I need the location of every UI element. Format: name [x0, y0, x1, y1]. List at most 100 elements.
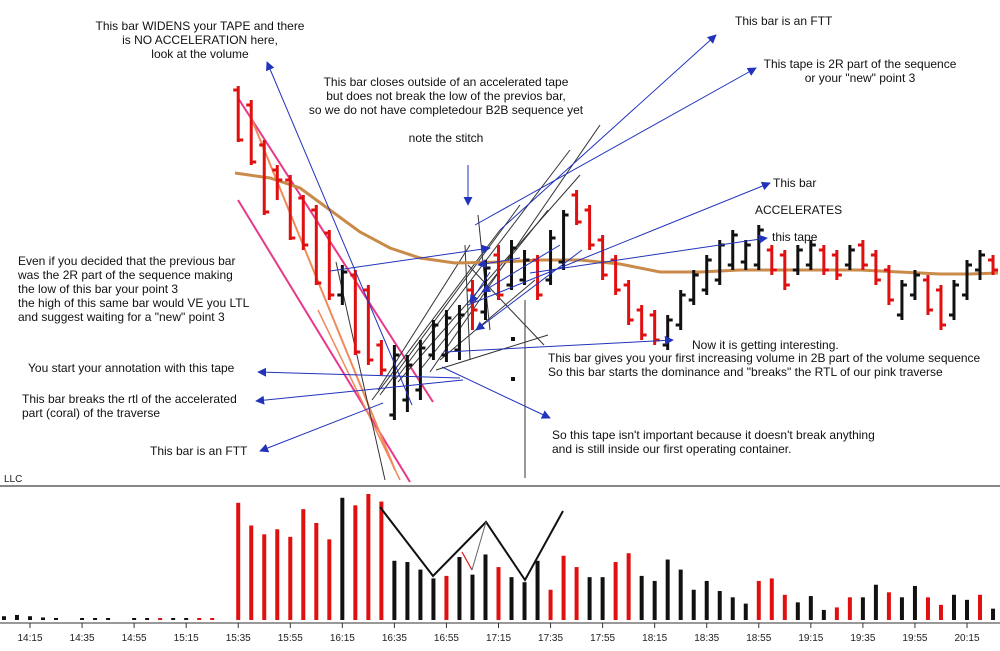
annotation-line: So this tape isn't important because it …	[552, 428, 875, 442]
price-bars	[233, 86, 999, 420]
price-bar	[545, 230, 556, 285]
volume-bar	[912, 585, 917, 620]
annotation-note: this tape	[772, 230, 818, 244]
x-tick-label: 18:15	[642, 633, 667, 644]
volume-bar	[756, 580, 761, 620]
annotation-line: This bar is an FTT	[150, 444, 248, 458]
volume-bar	[860, 597, 865, 620]
price-bar	[285, 175, 296, 240]
price-bar	[792, 245, 803, 275]
volume-bar	[600, 577, 605, 620]
annotation-line: look at the volume	[151, 47, 249, 61]
price-bar	[311, 205, 322, 285]
price-bar	[753, 225, 764, 270]
volume-bar	[275, 529, 280, 620]
volume-zigzag-tick	[471, 521, 487, 571]
annotation-line: or your "new" point 3	[805, 71, 916, 85]
volume-bar	[535, 560, 540, 620]
volume-bar	[665, 559, 670, 620]
volume-bar	[899, 597, 904, 620]
trend-line	[379, 204, 521, 396]
annotation-note: So this tape isn't important because it …	[552, 428, 875, 456]
annotation-note: Even if you decided that the previous ba…	[17, 254, 250, 324]
price-bar	[571, 190, 582, 225]
trend-line	[317, 309, 401, 481]
price-bar	[389, 345, 400, 420]
price-bar	[415, 340, 426, 400]
annotation-line: the high of this same bar would VE you L…	[18, 296, 250, 310]
volume-bar	[613, 562, 618, 620]
price-bar	[701, 255, 712, 295]
price-bar	[467, 280, 478, 330]
price-bar	[896, 280, 907, 320]
price-bar	[883, 265, 894, 305]
volume-bar	[991, 608, 996, 620]
price-bar	[740, 240, 751, 270]
volume-bar	[184, 618, 189, 620]
volume-bar	[717, 591, 722, 620]
x-tick-label: 16:55	[434, 633, 459, 644]
volume-bar	[691, 589, 696, 620]
annotation-note: This bar closes outside of an accelerate…	[309, 75, 584, 117]
volume-bar	[548, 589, 553, 620]
annotation-line: This bar is an FTT	[735, 14, 833, 28]
price-bar	[584, 205, 595, 250]
volume-bar	[808, 596, 813, 620]
price-bar	[779, 250, 790, 290]
volume-bar	[327, 539, 332, 620]
volume-bar	[236, 502, 241, 620]
dot-marker	[511, 337, 515, 341]
annotation-note: This bar WIDENS your TAPE and there is NO…	[96, 19, 305, 61]
price-bar	[935, 285, 946, 330]
annotation-line: This tape is 2R part of the sequence	[764, 57, 957, 71]
annotation-arrow	[475, 249, 583, 331]
price-bar	[376, 340, 387, 375]
price-bar	[428, 320, 439, 360]
annotation-note: This bar	[773, 176, 816, 190]
annotation-arrow	[257, 367, 461, 379]
annotation-line: was the 2R part of the sequence making	[17, 268, 233, 282]
x-tick-label: 17:35	[538, 633, 563, 644]
volume-bar	[197, 618, 202, 620]
time-axis: 14:15 14:35 14:55 15:15 15:35 15:55 16:15 16:35…	[17, 623, 980, 644]
x-tick-label: 15:55	[278, 633, 303, 644]
annotation-line: Now it is getting interesting.	[692, 338, 839, 352]
volume-bar	[444, 575, 449, 620]
volume-bar	[314, 522, 319, 620]
price-bar	[831, 250, 842, 280]
x-tick-label: 16:15	[330, 633, 355, 644]
dot-marker	[511, 377, 515, 381]
volume-bar	[145, 618, 150, 620]
volume-bar	[626, 553, 631, 620]
volume-bar	[158, 618, 163, 620]
volume-bar	[340, 497, 345, 620]
annotation-line: but does not break the low of the previo…	[326, 89, 565, 103]
trend-line	[237, 199, 411, 483]
volume-bar	[639, 575, 644, 620]
volume-bar	[301, 509, 306, 620]
annotation-arrows	[255, 34, 771, 453]
price-bar	[727, 230, 738, 270]
price-bar	[909, 270, 920, 300]
volume-bar	[14, 614, 19, 620]
price-bar	[272, 165, 283, 200]
guide-lines	[237, 97, 601, 483]
volume-bar	[587, 577, 592, 620]
price-bar	[623, 280, 634, 325]
price-bar	[805, 240, 816, 270]
volume-zigzag	[379, 506, 564, 582]
volume-bar	[392, 560, 397, 620]
volume-bar	[106, 618, 111, 620]
volume-bar	[496, 567, 501, 620]
annotation-line: and is still inside our first operating …	[552, 442, 791, 456]
x-tick-label: 19:55	[902, 633, 927, 644]
volume-bar	[743, 603, 748, 620]
annotation-arrow	[467, 181, 771, 306]
annotation-arrow	[444, 335, 674, 353]
price-bar	[233, 86, 244, 142]
annotation-note: Now it is getting interesting.	[692, 338, 839, 352]
annotation-note: This bar breaks the rtl of the accelerat…	[22, 392, 237, 420]
volume-bar	[470, 574, 475, 620]
price-bar	[246, 100, 257, 165]
x-tick-label: 16:35	[382, 633, 407, 644]
